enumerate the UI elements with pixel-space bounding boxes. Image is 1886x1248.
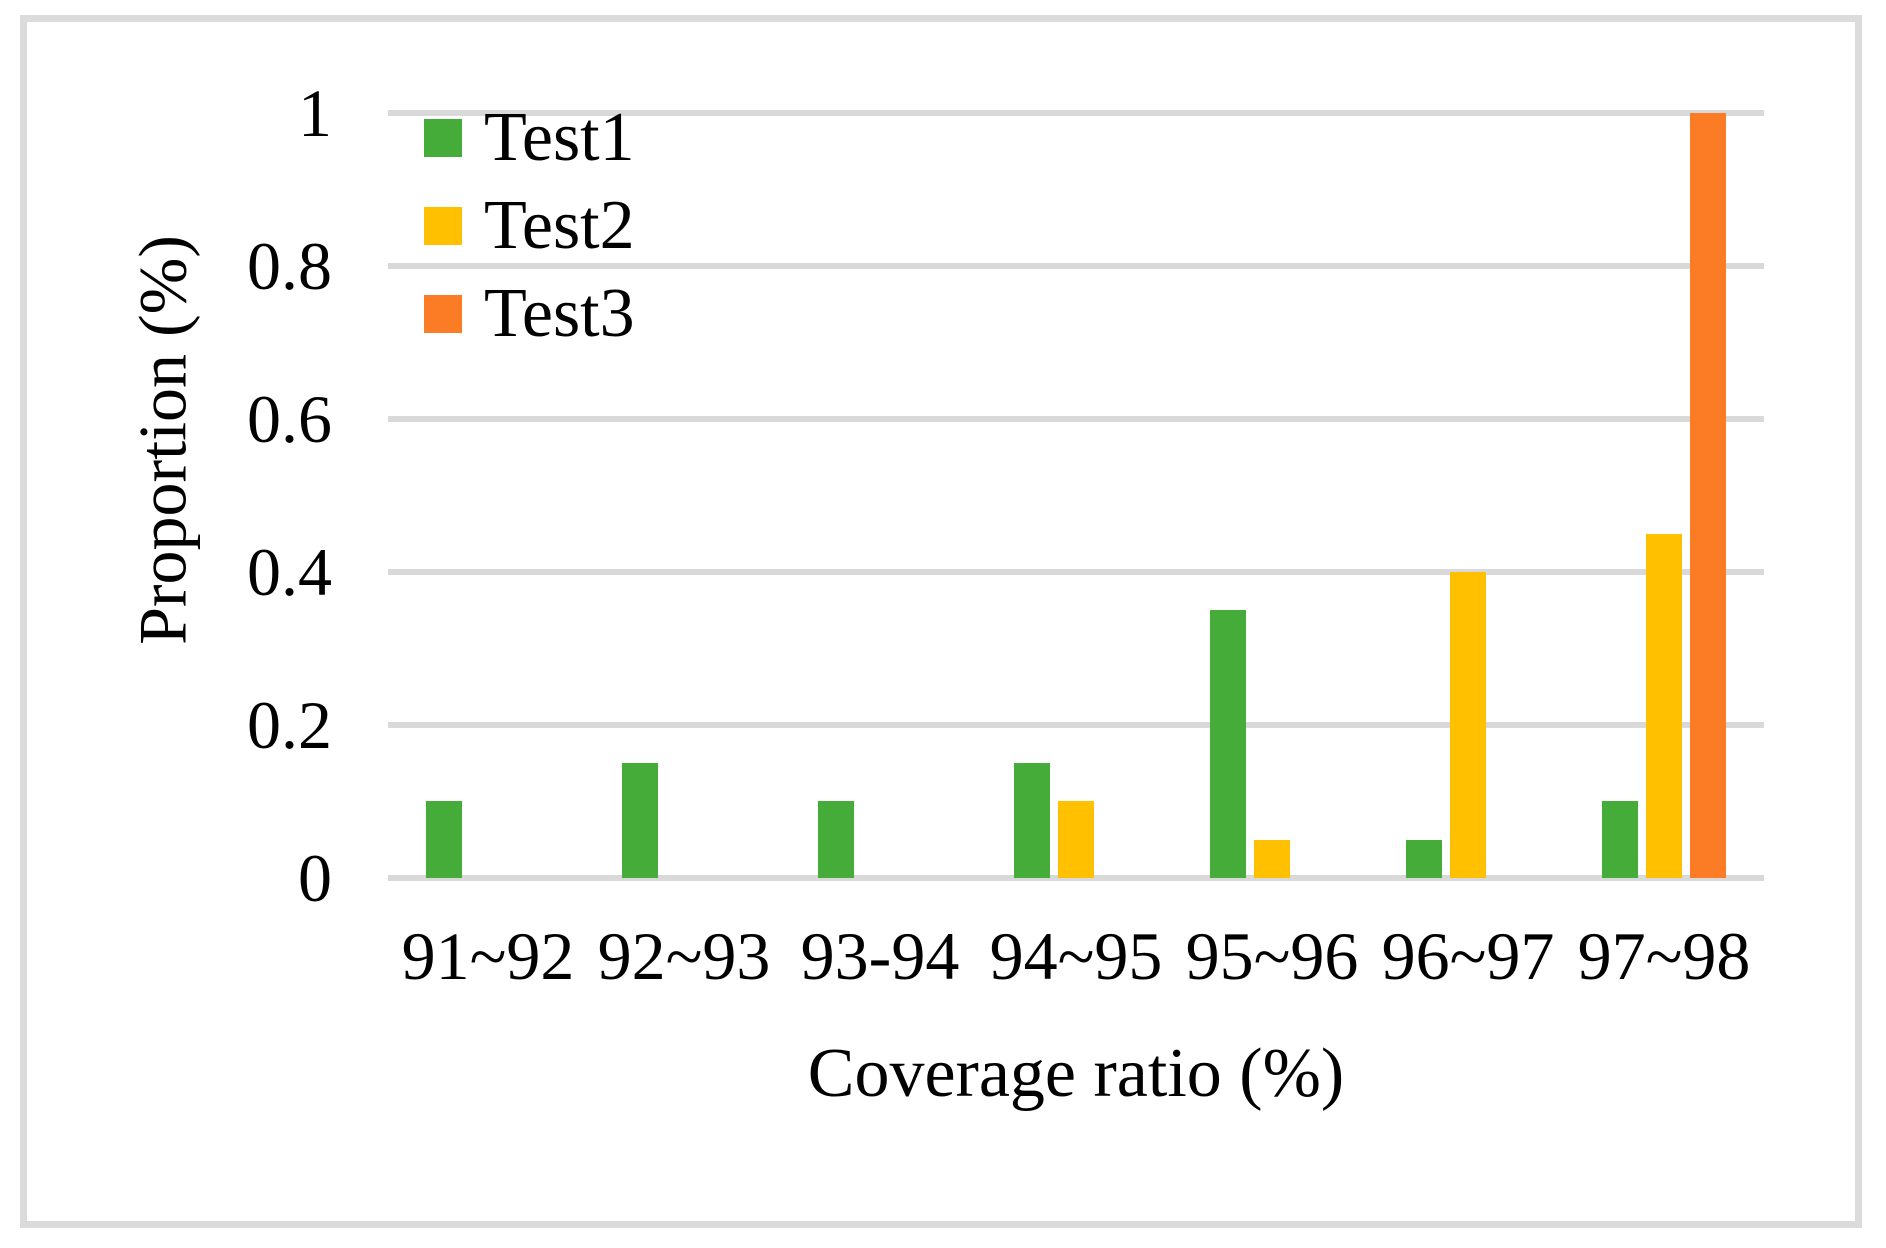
bar-test1-91~92 [426, 801, 462, 878]
bar-test3-97~98 [1690, 113, 1726, 878]
bar-test1-93-94 [818, 801, 854, 878]
x-tick-label-3: 93-94 [800, 918, 960, 994]
bar-test1-96~97 [1406, 840, 1442, 878]
y-tick-label-0: 0 [298, 840, 332, 916]
gridline-y-0.8 [388, 263, 1764, 269]
gridline-y-1 [388, 110, 1764, 116]
y-tick-label-0.8: 0.8 [247, 228, 332, 304]
y-axis-title: Proportion (%) [124, 235, 201, 645]
x-tick-label-4: 94~95 [989, 918, 1163, 994]
bar-test2-95~96 [1254, 840, 1290, 878]
x-tick-label-5: 95~96 [1185, 918, 1359, 994]
gridline-y-0.6 [388, 416, 1764, 422]
legend-label-test2: Test2 [484, 187, 635, 264]
bar-test1-97~98 [1602, 801, 1638, 878]
legend-item-test2: Test2 [424, 182, 635, 270]
legend: Test1 Test2 Test3 [424, 94, 635, 358]
gridline-y-0 [388, 875, 1764, 881]
legend-swatch-test2-icon [424, 207, 462, 245]
x-tick-label-7: 97~98 [1577, 918, 1751, 994]
legend-item-test1: Test1 [424, 94, 635, 182]
legend-label-test3: Test3 [484, 275, 635, 352]
chart-frame-border [20, 15, 1862, 1228]
legend-swatch-test3-icon [424, 295, 462, 333]
y-tick-label-0.2: 0.2 [247, 687, 332, 763]
bar-test2-94~95 [1058, 801, 1094, 878]
y-tick-label-0.6: 0.6 [247, 381, 332, 457]
x-tick-label-1: 91~92 [401, 918, 575, 994]
y-tick-label-0.4: 0.4 [247, 534, 332, 610]
gridline-y-0.2 [388, 722, 1764, 728]
gridline-y-0.4 [388, 569, 1764, 575]
bar-test2-96~97 [1450, 572, 1486, 878]
legend-label-test1: Test1 [484, 99, 635, 176]
bar-test1-92~93 [622, 763, 658, 878]
x-tick-label-2: 92~93 [597, 918, 771, 994]
y-tick-label-1: 1 [298, 75, 332, 151]
legend-item-test3: Test3 [424, 270, 635, 358]
x-tick-label-6: 96~97 [1381, 918, 1555, 994]
legend-swatch-test1-icon [424, 119, 462, 157]
bar-test1-94~95 [1014, 763, 1050, 878]
x-axis-title: Coverage ratio (%) [807, 1035, 1345, 1112]
bar-test1-95~96 [1210, 610, 1246, 878]
bar-test2-97~98 [1646, 534, 1682, 878]
